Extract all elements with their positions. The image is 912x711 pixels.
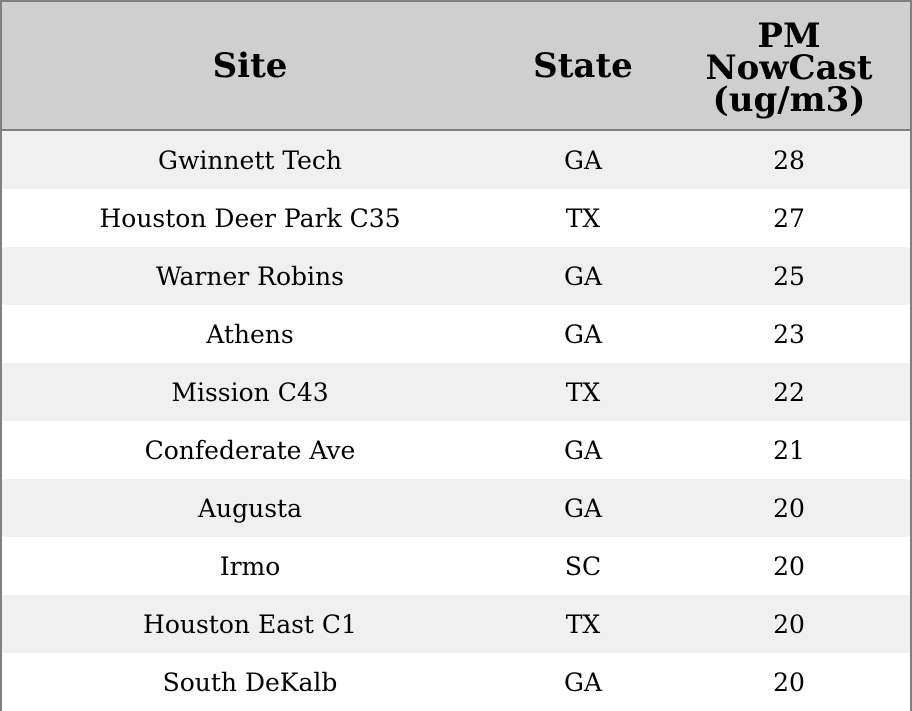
header-state: State [498,2,668,129]
table-row: Irmo SC 20 [2,537,910,595]
site-cell: Gwinnett Tech [157,145,343,175]
table-row: Augusta GA 20 [2,479,910,537]
pm-value-cell: 25 [773,261,805,291]
table-row: Athens GA 23 [2,305,910,363]
table-row: Warner Robins GA 25 [2,247,910,305]
table-row: Houston Deer Park C35 TX 27 [2,189,910,247]
state-cell: TX [565,609,601,639]
pm-value-cell: 20 [773,551,805,581]
state-cell: GA [563,435,603,465]
site-cell: Irmo [219,551,281,581]
table-row: Gwinnett Tech GA 28 [2,131,910,189]
state-cell: GA [563,667,603,697]
state-cell: GA [563,145,603,175]
pm-value-cell: 20 [773,493,805,523]
header-pm-line-1: PM [757,15,821,56]
state-cell: GA [563,319,603,349]
site-cell: Athens [206,319,294,349]
state-cell: TX [565,377,601,407]
pm-value-cell: 23 [773,319,805,349]
site-cell: South DeKalb [162,667,338,697]
pm-value-cell: 28 [773,145,805,175]
pm-value-cell: 27 [773,203,805,233]
header-state-label: State [533,45,633,86]
site-cell: Confederate Ave [144,435,356,465]
pm-value-cell: 22 [773,377,805,407]
header-pm-line-2: NowCast [705,47,873,88]
table-row: Mission C43 TX 22 [2,363,910,421]
site-cell: Mission C43 [171,377,329,407]
header-pm-nowcast: PM NowCast (ug/m3) [668,2,910,131]
header-pm-line-3: (ug/m3) [712,79,866,120]
site-cell: Houston Deer Park C35 [99,203,401,233]
table-header: Site State PM NowCast (ug/m3) [2,2,910,131]
pm-value-cell: 20 [773,667,805,697]
table-row: South DeKalb GA 20 [2,653,910,711]
site-cell: Houston East C1 [143,609,357,639]
table-row: Houston East C1 TX 20 [2,595,910,653]
state-cell: SC [564,551,602,581]
site-cell: Augusta [197,493,303,523]
state-cell: TX [565,203,601,233]
pm-value-cell: 20 [773,609,805,639]
table-row: Confederate Ave GA 21 [2,421,910,479]
header-site-label: Site [212,45,288,86]
site-cell: Warner Robins [156,261,344,291]
state-cell: GA [563,261,603,291]
state-cell: GA [563,493,603,523]
pm-value-cell: 21 [773,435,805,465]
header-site: Site [2,2,498,129]
